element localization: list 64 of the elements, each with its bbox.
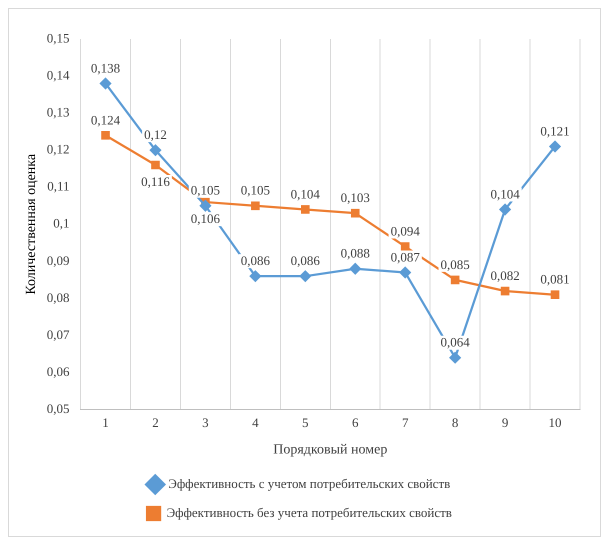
point xyxy=(151,160,160,170)
point xyxy=(549,140,561,152)
data-label: 0,085 xyxy=(440,256,470,272)
data-label: 0,103 xyxy=(340,190,370,206)
y-tick-label: 0,12 xyxy=(46,142,70,157)
data-label: 0,105 xyxy=(240,182,270,198)
y-tick-label: 0,05 xyxy=(46,401,70,416)
point xyxy=(251,201,260,210)
x-tick-label: 7 xyxy=(402,414,409,430)
data-label: 0,121 xyxy=(540,123,570,138)
y-tick-label: 0,15 xyxy=(46,30,70,46)
y-tick-label: 0,06 xyxy=(46,364,70,379)
point xyxy=(350,263,361,274)
data-label: 0,138 xyxy=(90,60,120,76)
data-label: 0,081 xyxy=(540,272,570,287)
data-label: 0,105 xyxy=(190,182,220,198)
point xyxy=(150,144,162,156)
data-label: 0,124 xyxy=(90,112,121,128)
y-axis-title: Количественная оценка xyxy=(24,153,40,295)
data-label: 0,086 xyxy=(240,253,270,268)
data-label: 0,082 xyxy=(490,268,520,283)
data-label: 0,104 xyxy=(490,186,520,202)
x-tick-label: 6 xyxy=(352,414,359,430)
x-tick-label: 2 xyxy=(152,414,159,430)
data-label: 0,104 xyxy=(290,186,320,202)
y-tick-label: 0,11 xyxy=(47,178,70,194)
x-tick-label: 1 xyxy=(102,414,109,430)
x-tick-label: 3 xyxy=(202,414,209,430)
y-tick-label: 0,09 xyxy=(46,252,70,268)
y-tick-label: 0,14 xyxy=(46,67,70,82)
data-label: 0,064 xyxy=(440,334,470,350)
point xyxy=(101,131,110,140)
legend-label: Эффективность без учета потребительских свойств xyxy=(166,504,452,520)
point xyxy=(499,204,511,216)
point xyxy=(300,205,310,214)
point xyxy=(450,276,460,284)
y-tick-label: 0,08 xyxy=(46,290,70,305)
point xyxy=(250,270,261,282)
data-label: 0,094 xyxy=(390,223,420,238)
point xyxy=(550,290,560,300)
data-label: 0,088 xyxy=(340,246,370,261)
data-label: 0,12 xyxy=(144,127,167,142)
point xyxy=(450,352,461,364)
x-tick-label: 5 xyxy=(302,414,309,430)
y-tick-label: 0,07 xyxy=(46,326,70,342)
point xyxy=(300,270,311,282)
data-label: 0,086 xyxy=(290,253,320,268)
y-tick-label: 0,1 xyxy=(53,216,70,231)
point xyxy=(200,200,212,212)
x-tick-label: 9 xyxy=(502,414,508,430)
point xyxy=(100,78,112,90)
legend-label: Эффективность с учетом потребительских свойств xyxy=(168,476,450,491)
x-tick-label: 4 xyxy=(252,414,260,430)
data-label: 0,116 xyxy=(141,174,170,189)
x-tick-label: 8 xyxy=(452,414,458,430)
point xyxy=(400,242,410,251)
data-label: 0,087 xyxy=(390,249,420,264)
point xyxy=(500,286,510,296)
point xyxy=(400,266,411,278)
point xyxy=(350,208,360,218)
x-tick-label: 10 xyxy=(548,414,562,430)
data-label: 0,106 xyxy=(190,210,221,226)
x-axis-title: Порядковый номер xyxy=(273,442,388,458)
y-tick-label: 0,13 xyxy=(46,104,70,120)
